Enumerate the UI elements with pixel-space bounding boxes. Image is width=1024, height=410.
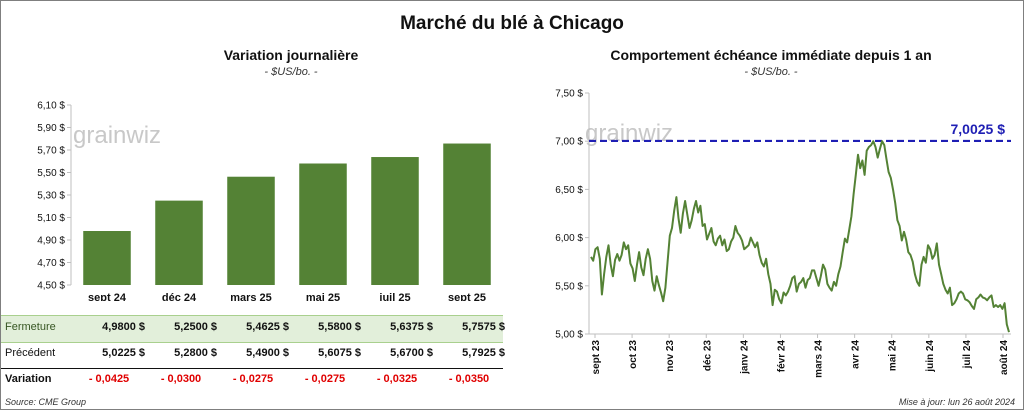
table-cell: 5,7575 $ (462, 321, 505, 333)
x-tick-label: juil 24 (962, 340, 973, 370)
x-category-label: déc 24 (162, 292, 197, 301)
y-tick-label: 4,70 $ (37, 258, 65, 269)
x-category-label: juil 25 (378, 292, 410, 301)
bar-chart: grainwiz 4,50 $ 4,70 $ 4,90 $ 5,10 $ 5,30 $ 5,… (37, 101, 491, 301)
table-cell: 5,6375 $ (390, 321, 433, 333)
y-tick-label: 5,90 $ (37, 123, 65, 134)
table-cell: - 0,0300 (160, 373, 202, 385)
reference-label: 7,0025 $ (951, 121, 1006, 137)
source-note: Source: CME Group (5, 397, 87, 407)
x-category-label: mai 25 (306, 292, 340, 301)
table-row-label: Variation (5, 373, 52, 385)
x-tick-label: déc 23 (702, 340, 713, 372)
table-cell: 5,4625 $ (246, 321, 289, 333)
x-tick-label: avr 24 (851, 340, 862, 369)
table-cell: 5,6700 $ (390, 347, 433, 359)
x-tick-label: févr 24 (776, 340, 787, 373)
x-tick-label: août 24 (999, 340, 1010, 375)
y-tick-label: 4,90 $ (37, 236, 65, 247)
y-tick-label: 5,10 $ (37, 213, 65, 224)
x-category-label: mars 25 (230, 292, 272, 301)
bar-mai-25 (299, 163, 347, 285)
table-cell: 5,0225 $ (102, 347, 145, 359)
x-category-label: sept 24 (88, 292, 127, 301)
x-tick-label: mars 24 (814, 340, 825, 378)
table-divider (1, 368, 503, 369)
y-tick-label: 5,70 $ (37, 146, 65, 157)
table-cell: 4,9800 $ (102, 321, 145, 333)
y-tick-label: 6,00 $ (555, 233, 583, 244)
table-cell: - 0,0275 (232, 373, 274, 385)
price-series-line (590, 140, 1010, 333)
y-tick-label: 4,50 $ (37, 281, 65, 292)
y-tick-label: 5,50 $ (37, 168, 65, 179)
table-cell: 5,6075 $ (318, 347, 361, 359)
table-cell: - 0,0425 (88, 373, 130, 385)
bar-juil-25 (371, 157, 419, 285)
close-row-highlight (1, 315, 503, 343)
table-cell: - 0,0275 (304, 373, 346, 385)
table-cell: 5,2800 $ (174, 347, 217, 359)
y-tick-label: 7,50 $ (555, 89, 583, 100)
watermark-logo: grainwiz (73, 122, 161, 149)
page-title: Marché du blé à Chicago (400, 13, 624, 34)
table-row-label: Précédent (5, 347, 56, 359)
bar-sept-25 (443, 143, 491, 285)
table-cell: - 0,0350 (448, 373, 490, 385)
x-tick-label: janv 24 (739, 340, 750, 375)
left-chart-unit: - $US/bo. - (264, 66, 318, 78)
table-cell: 5,7925 $ (462, 347, 505, 359)
x-tick-label: mai 24 (888, 340, 899, 372)
y-tick-label: 6,10 $ (37, 101, 65, 112)
x-category-label: sept 25 (448, 292, 486, 301)
table-cell: 5,5800 $ (318, 321, 361, 333)
line-chart: grainwiz 5,00 $ 5,50 $ 6,00 $ 6,50 $ 7,00 $ 7,… (555, 89, 1011, 378)
bar-sept-24 (83, 231, 131, 285)
watermark-logo: grainwiz (585, 120, 673, 147)
left-chart-title: Variation journalière (223, 47, 359, 63)
y-tick-label: 7,00 $ (555, 137, 583, 148)
y-tick-label: 5,30 $ (37, 191, 65, 202)
y-tick-label: 6,50 $ (555, 185, 583, 196)
x-tick-label: juin 24 (925, 340, 936, 373)
y-tick-label: 5,50 $ (555, 281, 583, 292)
table-cell: 5,4900 $ (246, 347, 289, 359)
x-tick-label: nov 23 (665, 340, 676, 372)
table-cell: 5,2500 $ (174, 321, 217, 333)
x-tick-label: sept 23 (591, 340, 602, 375)
right-chart-title: Comportement échéance immédiate depuis 1… (610, 47, 932, 63)
bar-mars-25 (227, 176, 275, 285)
table-row-label: Fermeture (5, 321, 56, 333)
table-cell: - 0,0325 (376, 373, 418, 385)
y-tick-label: 5,00 $ (555, 330, 583, 341)
bar-déc-24 (155, 200, 203, 285)
update-note: Mise à jour: lun 26 août 2024 (898, 397, 1015, 407)
right-chart-unit: - $US/bo. - (744, 66, 798, 78)
x-tick-label: oct 23 (628, 340, 639, 369)
